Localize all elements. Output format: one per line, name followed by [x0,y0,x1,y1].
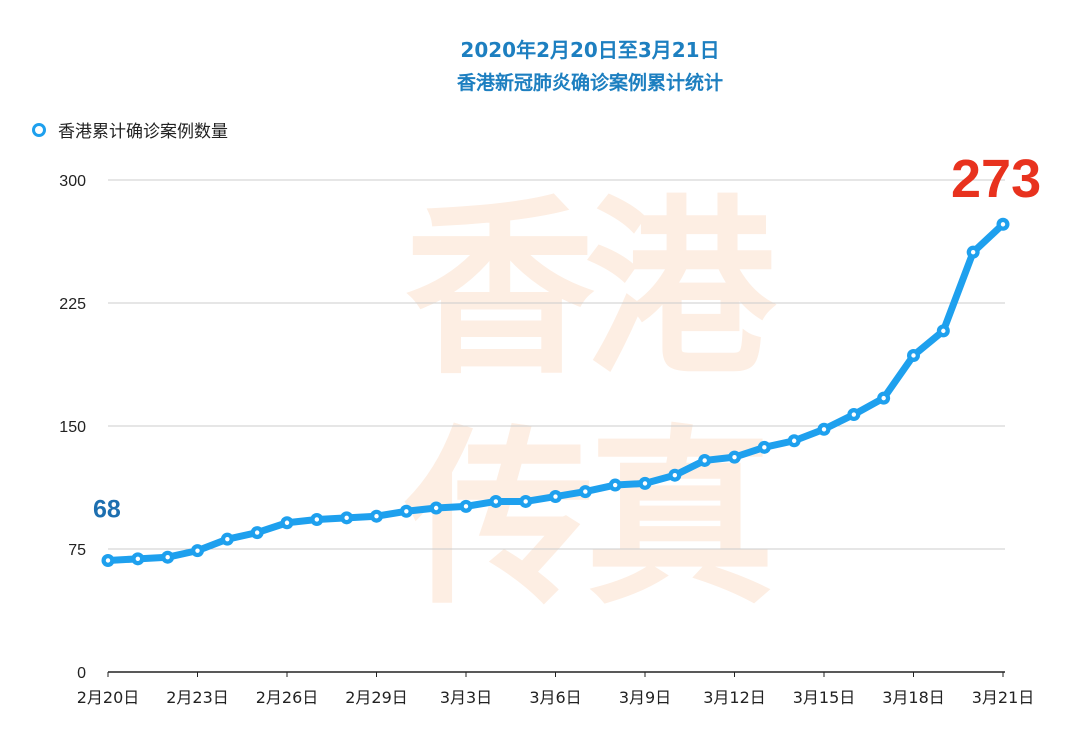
data-point-center [821,427,827,432]
data-point-center [732,454,737,460]
data-point-center [135,556,141,562]
end-value-label: 273 [951,149,1041,209]
y-tick-label: 150 [59,419,86,436]
y-tick-label: 0 [77,665,86,682]
data-point-center [165,555,170,560]
x-tick-label: 3月6日 [529,688,581,707]
legend-marker-icon [32,122,46,137]
x-tick-label: 2月29日 [345,688,408,707]
data-point-center [851,412,857,417]
x-tick-label: 3月15日 [793,688,856,707]
data-point-center [463,504,469,509]
data-point-center [404,509,409,514]
data-point-center [1000,222,1006,227]
x-tick-label: 3月21日 [972,688,1035,707]
data-point-center [941,328,946,334]
data-point-center [583,489,588,494]
y-tick-label: 225 [59,296,86,313]
data-point-center [344,515,349,521]
start-value-label: 68 [93,495,121,523]
data-point-center [612,482,618,488]
data-point-center [970,249,976,255]
data-point-center [284,520,290,525]
x-tick-label: 2月23日 [166,688,229,707]
chart-title: 2020年2月20日至3月21日 [460,38,720,62]
data-point-center [493,499,499,504]
legend: 香港累计确诊案例数量 [32,117,228,142]
data-point-center [702,458,707,463]
x-tick-label: 3月18日 [882,688,945,707]
data-point-center [672,473,678,478]
data-point-center [642,481,648,486]
data-point-center [225,536,230,542]
legend-label: 香港累计确诊案例数量 [58,122,228,142]
y-tick-label: 300 [59,173,86,190]
x-tick-label: 2月26日 [256,688,319,707]
data-point-center [195,548,200,553]
data-point-center [881,395,886,401]
data-point-center [791,438,797,443]
y-tick-label: 75 [68,542,86,559]
data-point-center [374,514,379,519]
data-point-center [314,517,320,522]
data-point-center [254,530,260,535]
x-tick-label: 3月12日 [703,688,766,707]
data-point-center [105,558,111,563]
chart-subtitle: 香港新冠肺炎确诊案例累计统计 [456,72,723,94]
data-point-center [911,353,916,358]
data-point-center [762,445,767,450]
x-tick-label: 3月9日 [619,688,671,707]
data-point-center [553,494,558,499]
watermark-logo: 香港 传真 [405,179,775,630]
series-line [104,220,1007,564]
data-point-center [433,505,439,511]
data-point-center [523,499,528,504]
x-tick-label: 3月3日 [440,688,492,707]
x-tick-label: 2月20日 [77,688,140,707]
